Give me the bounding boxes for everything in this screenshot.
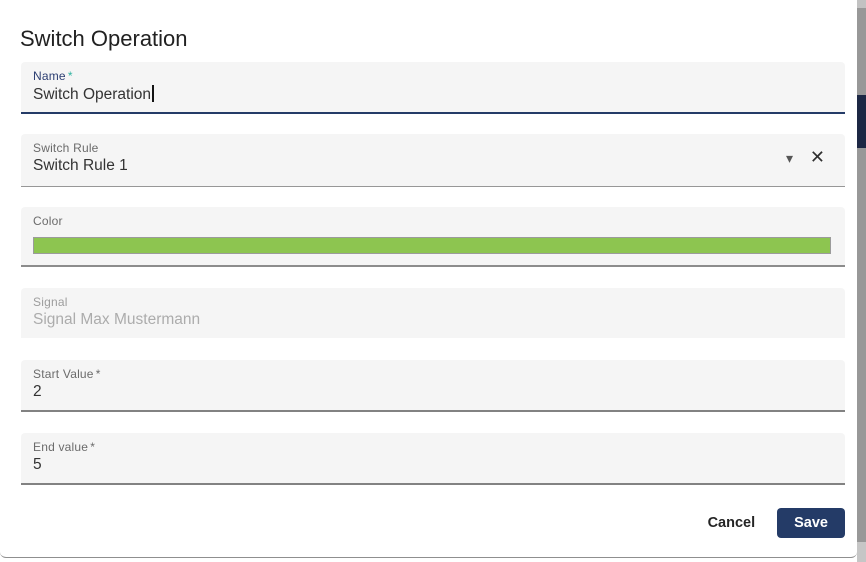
color-swatch[interactable] bbox=[33, 237, 831, 254]
page-scrollbar[interactable] bbox=[857, 0, 866, 562]
end-value-field[interactable]: End value * 5 bbox=[21, 433, 845, 485]
switch-rule-value: Switch Rule 1 bbox=[33, 157, 128, 174]
color-field[interactable]: Color bbox=[21, 207, 845, 267]
name-label: Name * bbox=[33, 69, 73, 83]
name-label-text: Name bbox=[33, 69, 66, 83]
signal-field: Signal Signal Max Mustermann bbox=[21, 288, 845, 338]
dialog-actions: Cancel Save bbox=[21, 507, 845, 539]
switch-rule-label: Switch Rule bbox=[33, 141, 99, 155]
end-value-input[interactable]: 5 bbox=[33, 456, 42, 473]
clear-icon[interactable]: ✕ bbox=[809, 147, 825, 167]
scrollbar-thumb[interactable] bbox=[857, 95, 866, 148]
scrollbar-bottom-cap bbox=[857, 542, 866, 562]
signal-label: Signal bbox=[33, 295, 68, 309]
end-value-label-text: End value bbox=[33, 440, 89, 454]
end-value-label: End value * bbox=[33, 440, 95, 454]
text-cursor bbox=[152, 85, 154, 102]
required-asterisk: * bbox=[67, 69, 73, 83]
name-field[interactable]: Name * Switch Operation bbox=[21, 62, 845, 114]
cancel-button[interactable]: Cancel bbox=[698, 509, 766, 537]
save-button[interactable]: Save bbox=[777, 508, 845, 538]
name-input[interactable]: Switch Operation bbox=[33, 85, 154, 104]
dropdown-arrow-icon[interactable]: ▾ bbox=[785, 150, 793, 166]
start-value-label: Start Value * bbox=[33, 367, 101, 381]
signal-value: Signal Max Mustermann bbox=[33, 311, 201, 328]
required-asterisk: * bbox=[95, 367, 101, 381]
required-asterisk: * bbox=[90, 440, 96, 454]
scrollbar-top-cap bbox=[857, 0, 866, 8]
start-value-label-text: Start Value bbox=[33, 367, 94, 381]
color-label: Color bbox=[33, 214, 63, 228]
start-value-input[interactable]: 2 bbox=[33, 383, 42, 400]
name-input-value: Switch Operation bbox=[33, 86, 152, 103]
start-value-field[interactable]: Start Value * 2 bbox=[21, 360, 845, 412]
switch-rule-field[interactable]: Switch Rule Switch Rule 1 ▾ ✕ bbox=[21, 134, 845, 187]
dialog-title: Switch Operation bbox=[20, 26, 188, 51]
